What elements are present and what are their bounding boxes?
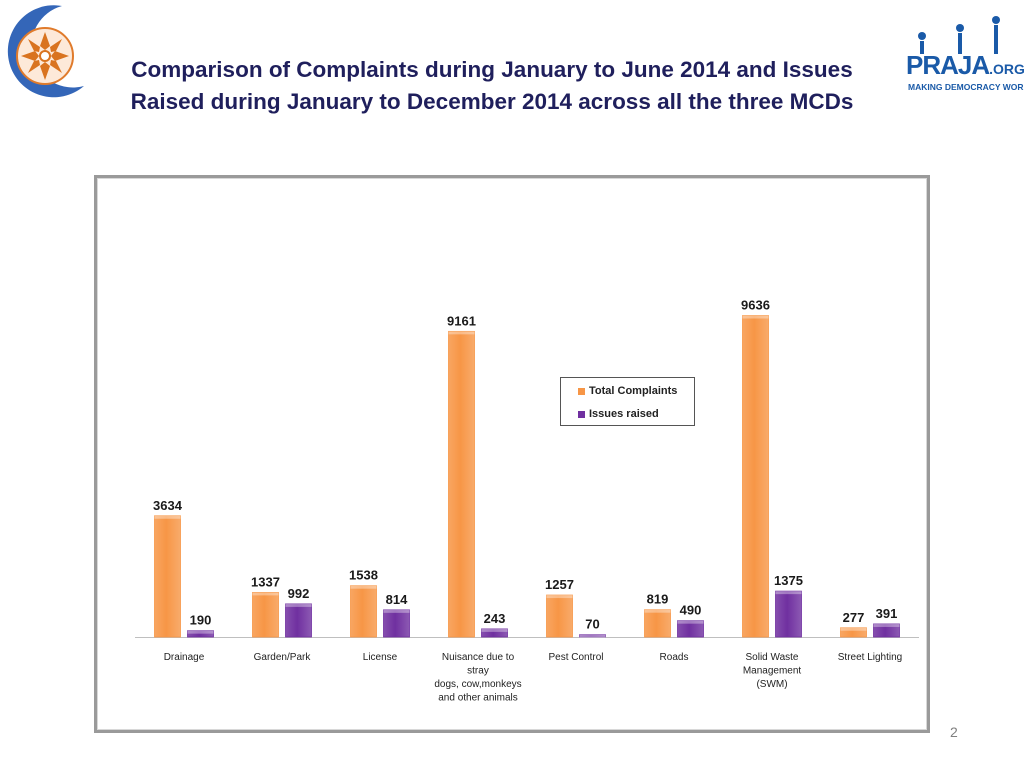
x-tick-label-0: Drainage [164, 652, 205, 663]
x-tick-label-7: Street Lighting [838, 652, 903, 663]
bar-highlight-total-complaints-3 [448, 331, 475, 335]
data-label-issues-raised-7: 391 [876, 606, 898, 621]
bar-total-complaints-4 [546, 594, 573, 638]
data-label-issues-raised-3: 243 [484, 611, 506, 626]
data-label-issues-raised-0: 190 [190, 613, 212, 628]
bar-highlight-issues-raised-1 [285, 603, 312, 607]
bar-total-complaints-5 [644, 609, 671, 638]
bar-issues-raised-6 [775, 590, 802, 638]
x-tick-label-3-line-0: Nuisance due to [442, 652, 515, 663]
legend-swatch-issues-raised [578, 410, 585, 418]
bar-total-complaints-2 [350, 585, 377, 638]
bar-issues-raised-7 [873, 623, 900, 638]
x-tick-label-6-line-1: Management [743, 666, 802, 677]
bar-highlight-total-complaints-1 [252, 592, 279, 596]
x-tick-label-6-line-2: (SWM) [756, 679, 787, 690]
data-label-total-complaints-3: 9161 [447, 313, 476, 328]
mcd-emblem-logo [0, 0, 90, 100]
bar-highlight-issues-raised-4 [579, 634, 606, 638]
x-tick-label-4: Pest Control [548, 652, 603, 663]
bar-issues-raised-0 [187, 630, 214, 638]
bar-highlight-issues-raised-7 [873, 623, 900, 627]
data-label-issues-raised-5: 490 [680, 603, 702, 618]
data-label-issues-raised-6: 1375 [774, 573, 803, 588]
chart-legend: Total Complaints Issues raised [560, 377, 695, 426]
data-label-total-complaints-4: 1257 [545, 577, 574, 592]
data-label-total-complaints-1: 1337 [251, 574, 280, 589]
bar-total-complaints-6 [742, 315, 769, 638]
bar-highlight-total-complaints-4 [546, 595, 573, 599]
praja-tagline: MAKING DEMOCRACY WORK [908, 82, 1024, 92]
bar-issues-raised-3 [481, 628, 508, 638]
bar-highlight-issues-raised-3 [481, 628, 508, 632]
bar-highlight-issues-raised-0 [187, 630, 214, 634]
data-label-issues-raised-1: 992 [288, 586, 310, 601]
bar-highlight-total-complaints-2 [350, 585, 377, 589]
data-label-issues-raised-4: 70 [585, 617, 599, 632]
x-tick-label-3-line-1: stray [467, 666, 489, 677]
bar-highlight-issues-raised-2 [383, 609, 410, 613]
bar-highlight-issues-raised-6 [775, 591, 802, 595]
x-tick-label-3-line-2: dogs, cow,monkeys [434, 679, 521, 690]
legend-swatch-total-complaints [578, 387, 585, 395]
data-label-issues-raised-2: 814 [386, 592, 408, 607]
praja-logo: PRAJA.ORG MAKING DEMOCRACY WORK [900, 14, 1024, 94]
bar-highlight-total-complaints-6 [742, 315, 769, 319]
data-label-total-complaints-2: 1538 [349, 568, 378, 583]
x-tick-label-3-line-3: and other animals [438, 693, 518, 704]
legend-entry-issues-raised: Issues raised [578, 408, 659, 420]
bar-highlight-total-complaints-0 [154, 515, 181, 519]
legend-entry-total-complaints: Total Complaints [578, 385, 677, 397]
chart-frame: 3634 190 Drainage 1337 992 Garden/Park 1538 814… [94, 175, 930, 733]
praja-brand-text: PRAJA.ORG [906, 50, 1024, 80]
legend-label-total-complaints: Total Complaints [589, 385, 678, 397]
x-tick-label-5: Roads [660, 652, 689, 663]
bar-issues-raised-2 [383, 609, 410, 638]
bar-total-complaints-3 [448, 330, 475, 638]
x-tick-label-2: License [363, 652, 398, 663]
bar-total-complaints-7 [840, 627, 867, 638]
bar-issues-raised-5 [677, 620, 704, 638]
x-tick-label-1: Garden/Park [254, 652, 312, 663]
slide-title-line-1: Comparison of Complaints during January … [131, 57, 853, 82]
bar-highlight-total-complaints-7 [840, 627, 867, 631]
data-label-total-complaints-7: 277 [843, 610, 865, 625]
bar-total-complaints-1 [252, 591, 279, 638]
page-number: 2 [950, 724, 958, 740]
bar-highlight-issues-raised-5 [677, 620, 704, 624]
bar-highlight-total-complaints-5 [644, 609, 671, 613]
legend-label-issues-raised: Issues raised [589, 408, 659, 420]
bar-issues-raised-4 [579, 634, 606, 638]
data-label-total-complaints-6: 9636 [741, 298, 770, 313]
data-label-total-complaints-5: 819 [647, 592, 669, 607]
slide-title: Comparison of Complaints during January … [92, 54, 892, 118]
bar-chart: 3634 190 Drainage 1337 992 Garden/Park 1538 814… [135, 298, 919, 704]
bar-total-complaints-0 [154, 515, 181, 638]
x-tick-label-6-line-0: Solid Waste [746, 652, 799, 663]
data-label-total-complaints-0: 3634 [153, 498, 183, 513]
bar-issues-raised-1 [285, 603, 312, 638]
slide-title-line-2: Raised during January to December 2014 a… [130, 89, 854, 114]
